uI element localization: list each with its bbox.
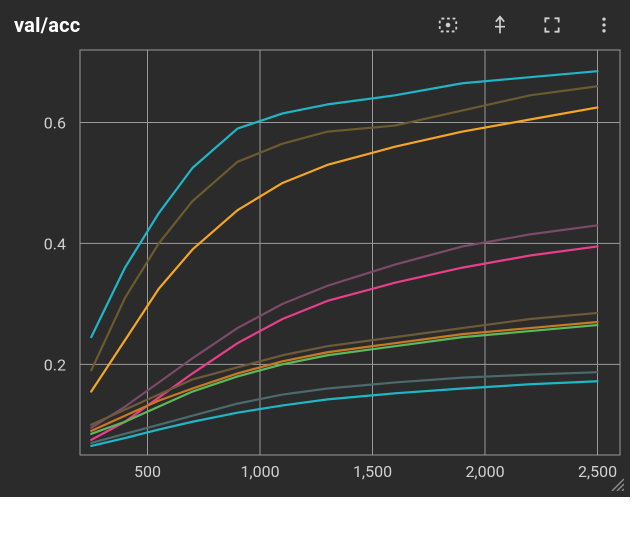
resize-handle-icon[interactable]	[608, 475, 624, 491]
chart-area[interactable]: 5001,0001,5002,0002,5000.20.40.6	[0, 0, 630, 497]
chart-panel: val/acc	[0, 0, 630, 497]
x-tick-label: 1,000	[240, 462, 279, 481]
y-tick-label: 0.6	[44, 114, 66, 133]
series-run-slate[interactable]	[91, 372, 597, 443]
line-chart[interactable]: 5001,0001,5002,0002,5000.20.40.6	[0, 0, 630, 497]
series-run-green[interactable]	[91, 325, 597, 434]
x-tick-label: 500	[134, 462, 161, 481]
y-tick-label: 0.2	[44, 355, 66, 374]
x-tick-label: 1,500	[353, 462, 392, 481]
x-tick-label: 2,000	[465, 462, 504, 481]
y-tick-label: 0.4	[44, 234, 66, 253]
